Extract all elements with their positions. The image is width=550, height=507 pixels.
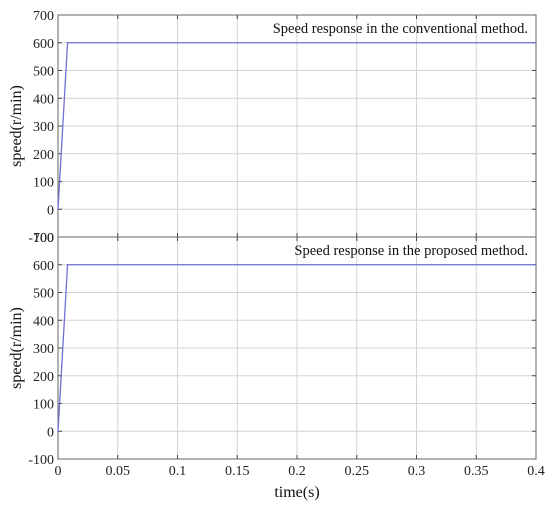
panel2-ytick-label-3: 200 xyxy=(33,370,54,385)
panel2-ytick-label-1: 0 xyxy=(47,425,54,440)
panel1-ytick-label-2: 100 xyxy=(33,176,54,191)
panel1-ytick-label-8: 700 xyxy=(33,9,54,24)
panel2-ytick-label-6: 500 xyxy=(33,287,54,302)
panel2-annotation: Speed response in the proposed method. xyxy=(294,243,528,259)
panel2-data-point-0-1 xyxy=(66,263,69,266)
panel2-xtick-label-5: 0.25 xyxy=(345,464,370,479)
panel2-xtick-label-2: 0.1 xyxy=(169,464,187,479)
panel1-ytick-label-0: -100 xyxy=(28,231,54,246)
panel2-ylabel: speed(r/min) xyxy=(8,307,25,389)
panel2-xtick-label-6: 0.3 xyxy=(408,464,426,479)
panel2-xtick-label-8: 0.4 xyxy=(527,464,545,479)
panel2-data-point-0-0 xyxy=(57,430,59,433)
panel1-data-point-0-0 xyxy=(57,208,59,211)
panel2-xtick-label-4: 0.2 xyxy=(288,464,306,479)
panel2-ytick-label-0: -100 xyxy=(28,453,54,468)
panel2-xtick-label-3: 0.15 xyxy=(225,464,250,479)
panel1-ytick-label-3: 200 xyxy=(33,148,54,163)
panel1-ylabel: speed(r/min) xyxy=(8,85,25,167)
panel2-xtick-label-1: 0.05 xyxy=(106,464,131,479)
panel1-ytick-label-5: 400 xyxy=(33,92,54,107)
panel1-data-point-0-1 xyxy=(66,41,69,44)
panel2-ytick-label-8: 700 xyxy=(33,231,54,246)
panel1-annotation: Speed response in the conventional metho… xyxy=(273,21,528,37)
panel2-ytick-label-7: 600 xyxy=(33,259,54,274)
panel1-ytick-label-1: 0 xyxy=(47,203,54,218)
panel2-xtick-label-7: 0.35 xyxy=(464,464,489,479)
panel2-xlabel: time(s) xyxy=(274,484,319,501)
panel2-ytick-label-5: 400 xyxy=(33,314,54,329)
panel1-ytick-label-4: 300 xyxy=(33,120,54,135)
panel2-ytick-label-2: 100 xyxy=(33,398,54,413)
panel1-ytick-label-7: 600 xyxy=(33,37,54,52)
panel1-ytick-label-6: 500 xyxy=(33,65,54,80)
panel1-data-point-0-2 xyxy=(535,41,537,44)
panel2-ytick-label-4: 300 xyxy=(33,342,54,357)
panel2-data-point-0-2 xyxy=(535,263,537,266)
panel2-frame xyxy=(57,236,537,460)
panel2-xtick-label-0: 0 xyxy=(55,464,62,479)
